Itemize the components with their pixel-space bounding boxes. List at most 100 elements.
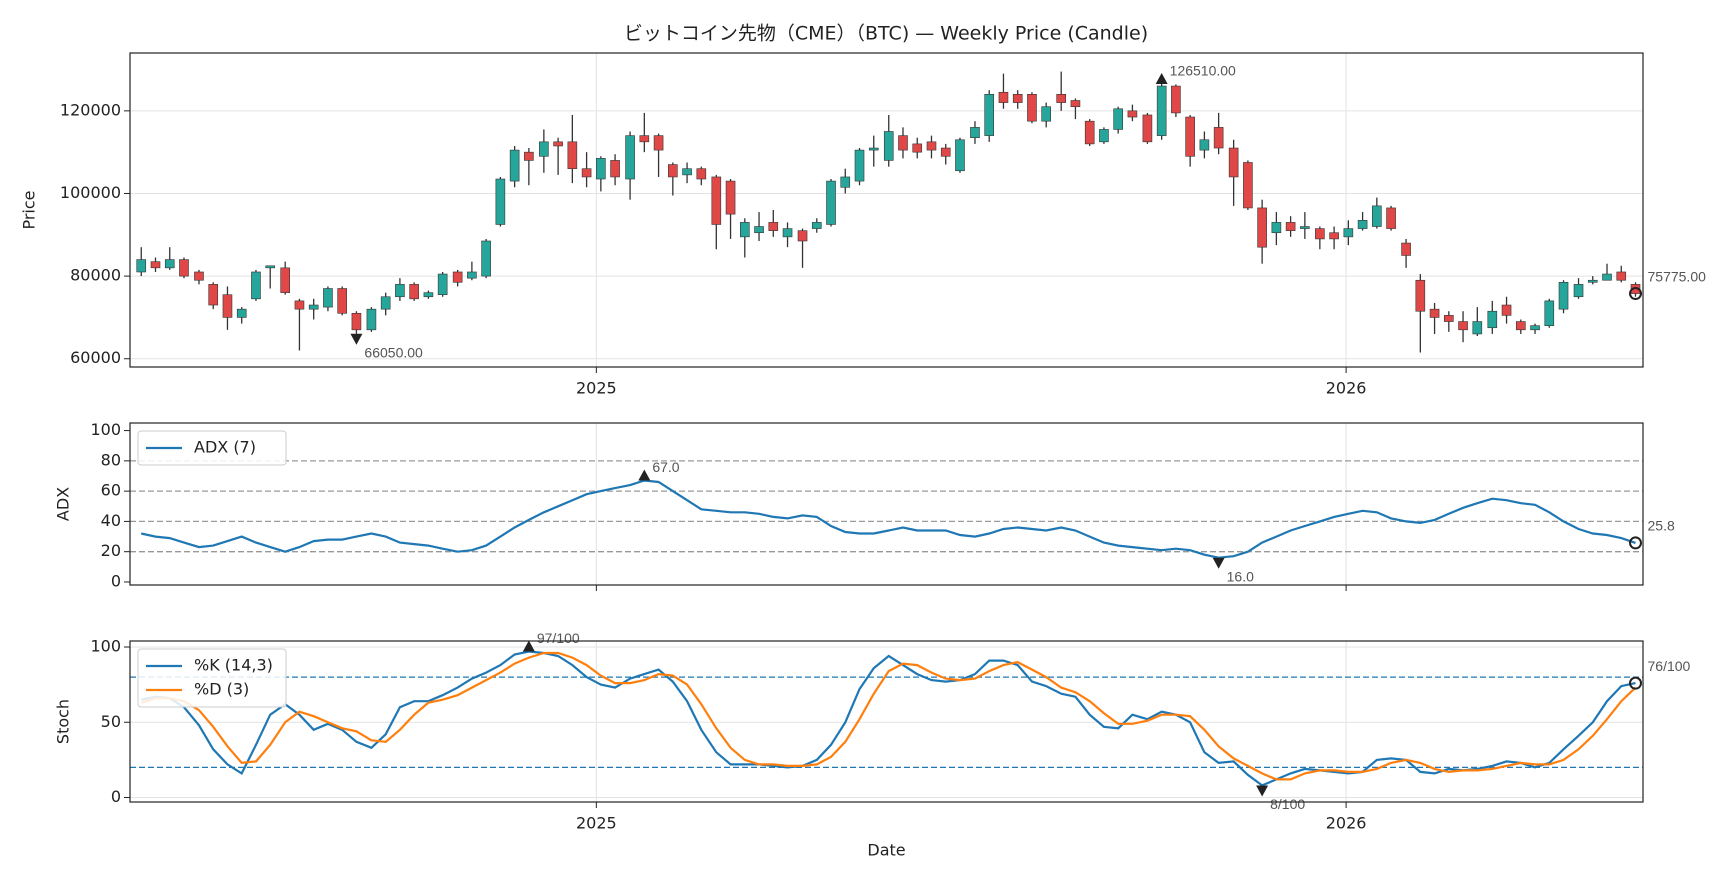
candle-body (754, 226, 764, 234)
candle-body (524, 151, 534, 161)
candle-body (1099, 129, 1109, 143)
candle-body (1530, 325, 1540, 331)
candle-body (1271, 222, 1282, 234)
candle-body (1558, 282, 1569, 310)
y-tick-label: 80000 (70, 266, 121, 285)
y-axis-label: Stoch (54, 699, 73, 744)
y-tick-label: 120000 (60, 100, 121, 119)
candle-body (625, 135, 635, 180)
plot-frame (129, 52, 1644, 368)
y-tick-label: 0 (111, 571, 121, 590)
candle-body (337, 288, 347, 314)
x-tick-label: 2025 (576, 814, 617, 833)
candle-body (940, 147, 951, 157)
candle-body (998, 91, 1009, 103)
candle-body (323, 288, 333, 308)
candle-body (1285, 222, 1296, 231)
annotation: 8/100 (1270, 796, 1305, 812)
y-tick-label: 100 (90, 420, 121, 439)
candle-body (1315, 228, 1325, 240)
candle-body (768, 222, 779, 231)
candle-body (1616, 271, 1627, 281)
candle-body (1171, 85, 1181, 114)
candle-body (294, 300, 305, 310)
candle-body (553, 141, 563, 147)
candle-body (811, 222, 822, 229)
x-tick-label: 2025 (576, 379, 617, 398)
candle-body (539, 141, 549, 157)
candle-body (236, 308, 247, 318)
x-tick-label: 2026 (1326, 814, 1367, 833)
max-marker (522, 640, 535, 652)
candle-body (1185, 116, 1195, 157)
y-tick-label: 100 (90, 637, 121, 656)
candle-body (1113, 108, 1123, 130)
max-marker (638, 469, 651, 481)
candle-body (1127, 110, 1138, 118)
candle-body (1573, 284, 1584, 298)
y-tick-label: 80 (101, 450, 121, 469)
candle-body (1041, 106, 1051, 122)
candle-body (509, 149, 520, 182)
candle-body (423, 292, 434, 298)
candle-body (854, 149, 865, 182)
chart-title: ビットコイン先物（CME）（BTC) — Weekly Price (Candl… (624, 23, 1148, 45)
candle-body (1458, 321, 1468, 331)
candle-body (1329, 232, 1339, 240)
candle-body (1300, 226, 1310, 229)
candle-body (150, 261, 161, 269)
candle-body (883, 131, 894, 161)
candle-body (1199, 139, 1210, 151)
candle-body (251, 271, 261, 300)
candle-body (1444, 315, 1454, 322)
annotation: 75775.00 (1648, 268, 1707, 284)
min-marker (1212, 557, 1225, 569)
x-axis-label: Date (867, 841, 905, 860)
candle-body (1357, 220, 1368, 229)
candle-body (682, 168, 692, 176)
legend-box (137, 648, 287, 708)
candle-body (194, 271, 204, 281)
candle-body (797, 230, 808, 242)
candle-body (984, 94, 995, 136)
candle-body (1070, 100, 1081, 108)
candle-body (970, 127, 980, 138)
candle-body (898, 135, 908, 151)
series-line (140, 650, 1636, 787)
candle-body (868, 147, 879, 151)
candle-body (380, 296, 391, 310)
candle-body (495, 178, 506, 225)
annotation: 97/100 (537, 630, 580, 646)
plot-frame (129, 640, 1644, 803)
candle-body (739, 222, 750, 238)
candle-body (782, 228, 793, 238)
legend-label: %D (3) (194, 680, 249, 699)
candle-body (696, 168, 707, 180)
x-tick-label: 2026 (1326, 379, 1367, 398)
plot-frame (129, 422, 1644, 586)
candle-body (452, 271, 463, 283)
y-tick-label: 60 (101, 481, 121, 500)
last-marker (1629, 676, 1643, 690)
candle-body (222, 294, 233, 318)
candle-body (1228, 147, 1239, 178)
candle-body (639, 135, 650, 143)
candle-body (1587, 279, 1598, 283)
candle-body (467, 271, 477, 279)
candle-body (351, 312, 362, 331)
y-tick-label: 60000 (70, 348, 121, 367)
candle-body (164, 259, 175, 269)
candle-body (179, 259, 189, 277)
candle-body (1487, 310, 1498, 329)
candle-body (711, 176, 722, 225)
candle-body (395, 284, 405, 298)
candle-body (1056, 94, 1066, 103)
candle-body (366, 308, 377, 331)
candle-body (567, 141, 578, 169)
y-tick-label: 50 (101, 712, 121, 731)
candle-body (955, 139, 965, 172)
candle-body (610, 160, 620, 178)
y-tick-label: 100000 (60, 183, 121, 202)
candle-body (668, 164, 678, 178)
